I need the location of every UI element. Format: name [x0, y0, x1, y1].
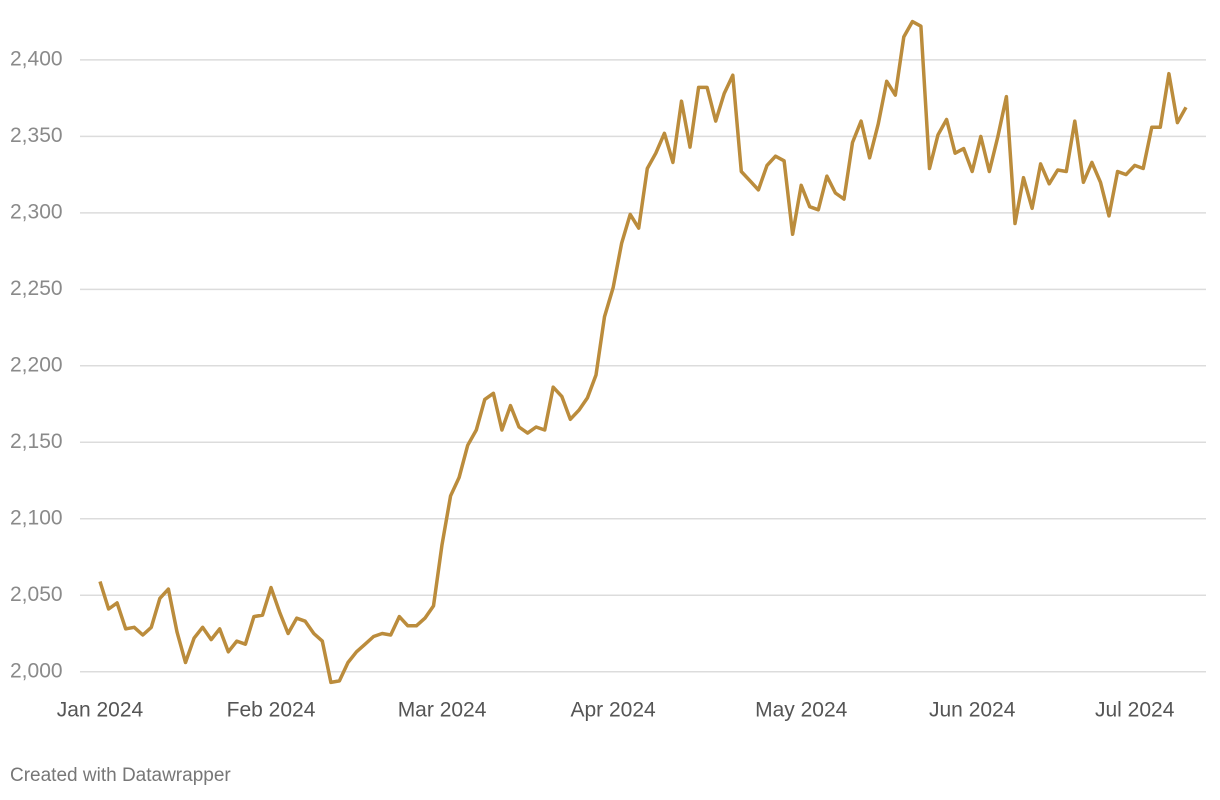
y-tick-label: 2,150	[10, 430, 63, 453]
x-tick-label: Mar 2024	[398, 699, 487, 722]
x-tick-label: Jul 2024	[1095, 699, 1175, 722]
x-tick-label: May 2024	[755, 699, 848, 722]
x-tick-label: Jun 2024	[929, 699, 1016, 722]
footer: Created with Datawrapper	[10, 765, 231, 786]
y-tick-label: 2,250	[10, 277, 63, 300]
y-tick-label: 2,000	[10, 659, 63, 682]
y-tick-label: 2,300	[10, 200, 63, 223]
x-tick-label: Apr 2024	[570, 699, 656, 722]
y-tick-label: 2,400	[10, 47, 63, 70]
y-tick-label: 2,050	[10, 583, 63, 606]
y-tick-label: 2,200	[10, 353, 63, 376]
y-tick-label: 2,350	[10, 124, 63, 147]
price-line	[98, 19, 1188, 685]
x-tick-label: Feb 2024	[227, 699, 316, 722]
y-tick-label: 2,100	[10, 506, 63, 529]
x-tick-label: Jan 2024	[57, 699, 144, 722]
